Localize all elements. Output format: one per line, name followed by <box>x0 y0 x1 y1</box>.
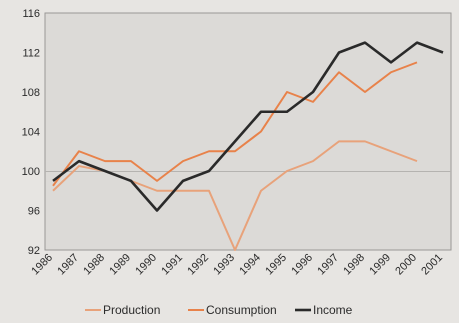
y-tick-label: 116 <box>22 8 40 20</box>
x-tick-label: 1994 <box>237 252 263 278</box>
y-tick-label: 112 <box>22 48 40 60</box>
y-tick-label: 104 <box>22 127 40 139</box>
x-tick-label: 1996 <box>289 252 315 278</box>
x-tick-label: 1987 <box>55 252 81 278</box>
x-tick-label: 1997 <box>315 252 341 278</box>
x-tick-label: 1999 <box>367 252 393 278</box>
x-tick-label: 2001 <box>419 252 445 278</box>
y-tick-label: 92 <box>28 245 40 257</box>
plot-area <box>44 12 452 251</box>
legend-label-consumption: Consumption <box>206 303 277 317</box>
x-axis-ticks: 1986 1987 1988 1989 1990 1991 1992 1993 1994 1995… <box>29 252 445 278</box>
y-tick-label: 96 <box>28 206 40 218</box>
y-tick-label: 108 <box>22 87 40 99</box>
y-tick-label: 100 <box>22 166 40 178</box>
x-tick-label: 1993 <box>211 252 237 278</box>
series-layer <box>52 41 444 251</box>
x-tick-label: 1991 <box>159 252 185 278</box>
x-tick-label: 1988 <box>81 252 107 278</box>
x-tick-label: 1998 <box>341 252 367 278</box>
series-line-consumption <box>52 61 418 187</box>
y-axis-ticks: 92 96 100 104 108 112 116 <box>22 8 40 257</box>
x-tick-label: 2000 <box>393 252 419 278</box>
legend-label-production: Production <box>103 303 160 317</box>
x-tick-label: 1992 <box>185 252 211 278</box>
series-line-income <box>52 41 444 212</box>
x-tick-label: 1990 <box>133 252 159 278</box>
legend: Production Consumption Income <box>85 303 353 317</box>
x-tick-label: 1989 <box>107 252 133 278</box>
x-tick-label: 1995 <box>263 252 289 278</box>
legend-label-income: Income <box>313 303 353 317</box>
